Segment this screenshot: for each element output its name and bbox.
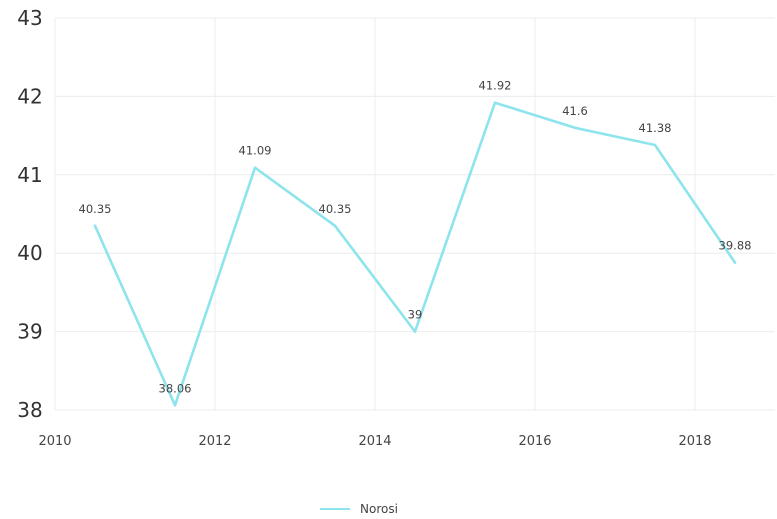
x-axis-ticks: 2010 2012 2014 2016 2018 bbox=[38, 434, 711, 449]
data-point bbox=[573, 126, 577, 129]
data-label: 39 bbox=[408, 308, 423, 322]
data-label: 38.06 bbox=[159, 381, 192, 395]
x-tick-label: 2012 bbox=[198, 434, 231, 449]
data-label: 41.92 bbox=[479, 79, 512, 93]
y-tick-label: 41 bbox=[17, 163, 42, 187]
y-axis-ticks: 38 39 40 41 42 43 bbox=[17, 6, 42, 422]
x-tick-label: 2018 bbox=[678, 434, 711, 449]
y-tick-label: 40 bbox=[17, 241, 42, 265]
data-label: 40.35 bbox=[319, 202, 352, 216]
data-labels: 40.35 38.06 41.09 40.35 39 41.92 41.6 41.38 39.8… bbox=[79, 79, 752, 396]
data-point bbox=[333, 224, 337, 227]
data-label: 40.35 bbox=[79, 202, 112, 216]
y-tick-label: 39 bbox=[17, 320, 42, 344]
data-point bbox=[733, 261, 737, 264]
x-tick-label: 2010 bbox=[38, 434, 71, 449]
y-tick-label: 43 bbox=[17, 6, 42, 30]
x-tick-label: 2014 bbox=[358, 434, 391, 449]
data-point bbox=[653, 143, 657, 147]
data-label: 41.38 bbox=[639, 121, 672, 135]
data-label: 41.09 bbox=[239, 144, 272, 158]
data-point bbox=[413, 330, 417, 333]
y-tick-label: 38 bbox=[17, 398, 42, 422]
x-tick-label: 2016 bbox=[518, 434, 551, 449]
series-group bbox=[93, 101, 737, 407]
legend-label: Norosi bbox=[360, 502, 398, 516]
grid-lines bbox=[54, 17, 775, 411]
data-point bbox=[253, 166, 257, 169]
legend: Norosi bbox=[320, 502, 398, 516]
data-label: 39.88 bbox=[719, 239, 752, 253]
data-point bbox=[493, 101, 497, 104]
data-point bbox=[173, 404, 177, 407]
y-tick-label: 42 bbox=[17, 84, 42, 108]
data-label: 41.6 bbox=[562, 104, 588, 118]
series-line-norosi bbox=[93, 101, 737, 407]
data-point bbox=[93, 224, 97, 227]
